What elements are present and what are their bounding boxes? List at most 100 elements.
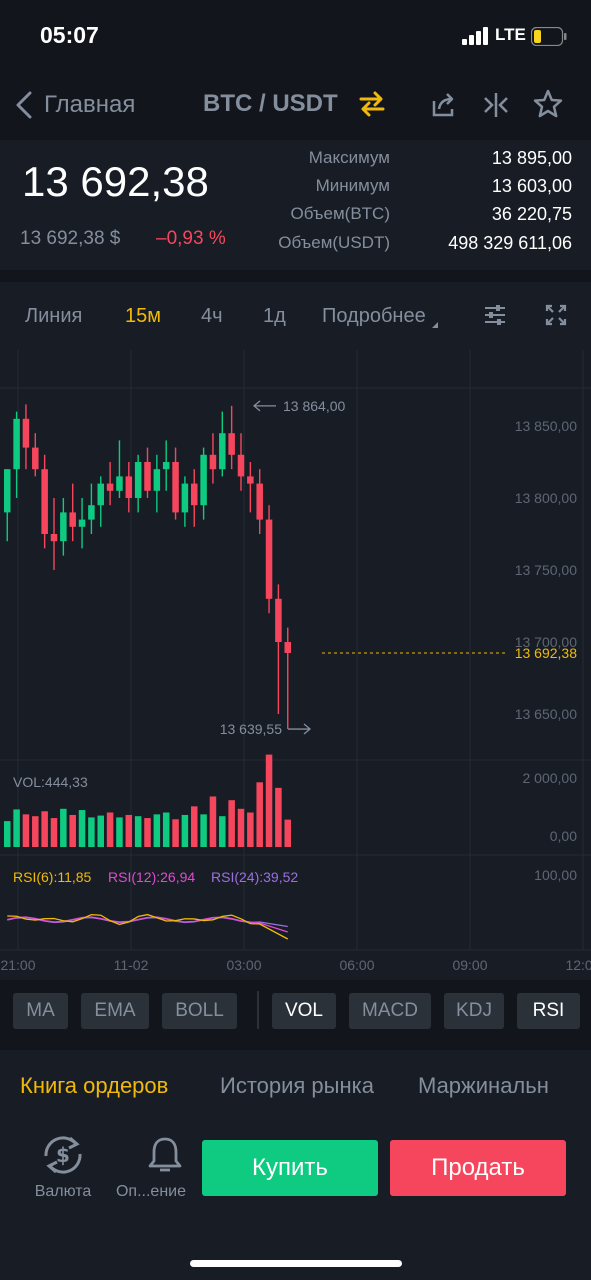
candle-body (228, 433, 235, 455)
svg-text:$: $ (56, 1143, 70, 1167)
candle-body (97, 483, 104, 506)
candle-body (200, 454, 207, 506)
volume-bar (13, 809, 20, 847)
candle-body (247, 476, 254, 484)
indicator-macd[interactable]: MACD (349, 993, 431, 1029)
time-axis-label: 11-02 (114, 957, 149, 973)
price-axis-label: 13 700,00 (515, 634, 577, 650)
indicator-kdj[interactable]: KDJ (444, 993, 504, 1029)
rsi6-line (7, 913, 289, 940)
candle-body (78, 519, 86, 527)
tab-15m[interactable]: 15м (125, 305, 161, 327)
candles (4, 404, 291, 730)
time-axis-label: 21:00 (0, 957, 35, 973)
candle-body (50, 534, 58, 542)
price-axis-label: 13 650,00 (515, 706, 577, 722)
volume-bar (97, 815, 104, 847)
currency-exchange-icon: $ (44, 1136, 82, 1174)
tab-margin[interactable]: Маржинальн (418, 1073, 549, 1098)
indicator-ma[interactable]: MA (13, 993, 68, 1029)
candle-body (209, 454, 217, 470)
stat-value-volume-usdt: 498 329 611,06 (448, 233, 572, 253)
volume-bar (247, 812, 254, 847)
bell-icon (148, 1137, 182, 1172)
volume-bar (191, 806, 198, 847)
candle-body (191, 483, 198, 506)
volume-bar (181, 814, 189, 847)
chart-grid (0, 350, 591, 951)
price-axis-label: 13 750,00 (515, 562, 577, 578)
indicator-vol[interactable]: VOL (272, 993, 336, 1029)
fullscreen-icon[interactable] (544, 303, 568, 327)
current-price-label: 13 692,38 (515, 645, 577, 661)
time-axis-label: 12:00 (565, 957, 591, 973)
chevron-left-icon (16, 91, 32, 119)
share-icon[interactable] (430, 91, 458, 119)
candle-body (181, 483, 189, 513)
candle-body (237, 454, 245, 477)
volume-bar (32, 816, 39, 847)
rsi12-label: RSI(12):26,94 (108, 869, 195, 885)
network-label: LTE (495, 25, 526, 44)
volume-bar (265, 754, 273, 847)
stat-value-low: 13 603,00 (491, 176, 572, 196)
compare-icon[interactable] (482, 91, 510, 119)
volume-bar (125, 814, 133, 847)
candle-body (69, 512, 76, 527)
tab-1d[interactable]: 1д (263, 305, 286, 327)
rsi-axis-label: 100,00 (534, 867, 577, 883)
fiat-price: 13 692,38 $ (20, 228, 121, 249)
favorite-star-icon[interactable] (532, 88, 564, 120)
swap-icon[interactable] (358, 90, 386, 118)
dropdown-arrow-icon (432, 322, 439, 328)
candle-body (144, 462, 151, 491)
stat-label-volume-usdt: Объем(USDT) (278, 233, 390, 252)
candle-body (4, 469, 11, 513)
indicator-rsi[interactable]: RSI (517, 993, 580, 1029)
volume-axis-label: 2 000,00 (523, 770, 578, 786)
settings-sliders-icon[interactable] (482, 302, 508, 328)
tab-line[interactable]: Линия (25, 305, 83, 327)
volume-bar (219, 816, 226, 847)
alert-label: Оп...ение (115, 1183, 186, 1200)
volume-bar (153, 814, 161, 847)
last-price: 13 692,38 (22, 158, 209, 205)
time-axis-label: 06:00 (339, 957, 374, 973)
volume-bar (134, 816, 142, 847)
battery-icon (531, 27, 567, 46)
pair-title[interactable]: BTC / USDT (203, 90, 338, 117)
tab-bar (0, 1050, 591, 1130)
rsi12-line (7, 916, 288, 933)
stat-label-volume-btc: Объем(BTC) (290, 204, 391, 223)
tab-more[interactable]: Подробнее (322, 305, 439, 328)
volume-bar (237, 808, 245, 847)
change-percent: –0,93 % (156, 228, 226, 249)
candle-body (125, 476, 133, 498)
sell-button[interactable]: Продать (390, 1140, 566, 1196)
rsi-lines (7, 913, 289, 940)
rsi24-label: RSI(24):39,52 (211, 869, 298, 885)
candle-body (162, 462, 170, 470)
volume-bar (22, 814, 30, 847)
volume-axis-label: 0,00 (550, 828, 577, 844)
buy-button[interactable]: Купить (202, 1140, 378, 1196)
indicator-ema[interactable]: EMA (81, 993, 149, 1029)
candle-body (284, 642, 291, 653)
rsi6-label: RSI(6):11,85 (13, 869, 92, 885)
tab-market-history[interactable]: История рынка (220, 1073, 374, 1098)
volume-bars (4, 754, 291, 847)
volume-bar (69, 814, 76, 847)
back-label: Главная (44, 91, 136, 118)
tab-order-book[interactable]: Книга ордеров (20, 1073, 169, 1098)
candle-body (22, 418, 30, 448)
volume-bar (172, 819, 179, 847)
volume-bar (4, 821, 11, 847)
candle-body (116, 476, 123, 491)
tab-4h[interactable]: 4ч (201, 305, 223, 327)
indicator-boll[interactable]: BOLL (162, 993, 237, 1029)
volume-bar (106, 812, 114, 847)
back-button[interactable] (10, 86, 170, 124)
candle-body (265, 519, 273, 599)
chart-area[interactable] (0, 350, 591, 980)
